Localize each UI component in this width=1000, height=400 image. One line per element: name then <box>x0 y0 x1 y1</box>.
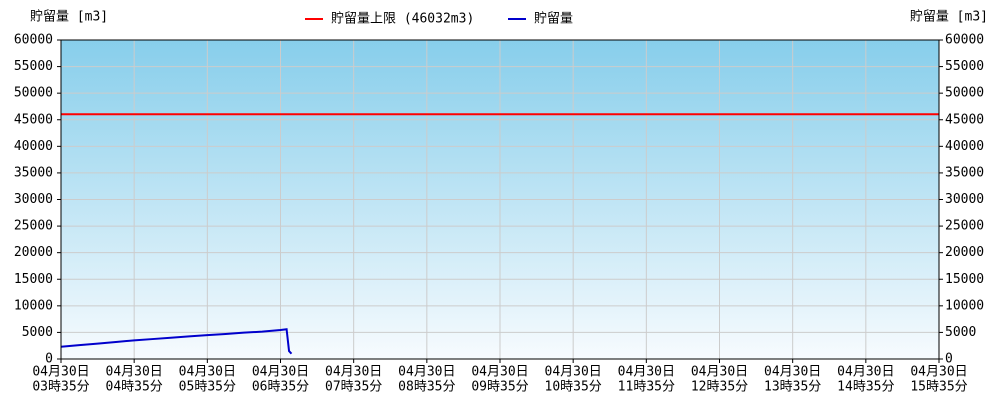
x-tick-label: 14時35分 <box>837 380 894 395</box>
y2-tick-label: 40000 <box>945 139 984 154</box>
x-tick-label: 04月30日 <box>691 365 748 380</box>
x-tick-label: 04月30日 <box>837 365 894 380</box>
y2-tick-label: 60000 <box>945 33 984 48</box>
x-tick-label: 12時35分 <box>691 380 748 395</box>
y2-tick-label: 15000 <box>945 272 984 287</box>
y-tick-label: 10000 <box>14 298 53 313</box>
x-tick-label: 04月30日 <box>106 365 163 380</box>
x-tick-label: 04月30日 <box>179 365 236 380</box>
plot-border <box>60 39 940 360</box>
x-tick-label: 04月30日 <box>471 365 528 380</box>
y-axis-title: 貯留量 [m3] <box>30 10 108 25</box>
y2-tick-label: 30000 <box>945 192 984 207</box>
x-tick-label: 09時35分 <box>471 380 528 395</box>
y-tick-label: 50000 <box>14 86 53 101</box>
y2-axis-title: 貯留量 [m3] <box>910 10 988 25</box>
y-tick-label: 5000 <box>22 325 53 340</box>
x-tick-label: 15時35分 <box>910 380 967 395</box>
y2-tick-label: 5000 <box>945 325 976 340</box>
x-tick-label: 11時35分 <box>618 380 675 395</box>
y2-tick-label: 20000 <box>945 245 984 260</box>
x-tick-label: 04月30日 <box>764 365 821 380</box>
x-tick-label: 04月30日 <box>252 365 309 380</box>
x-tick-label: 04月30日 <box>618 365 675 380</box>
x-tick-label: 03時35分 <box>32 380 89 395</box>
y-tick-label: 40000 <box>14 139 53 154</box>
x-tick-label: 13時35分 <box>764 380 821 395</box>
x-tick-label: 04月30日 <box>398 365 455 380</box>
x-tick-label: 06時35分 <box>252 380 309 395</box>
x-tick-label: 04月30日 <box>910 365 967 380</box>
y2-tick-label: 50000 <box>945 86 984 101</box>
y2-tick-label: 25000 <box>945 219 984 234</box>
y-tick-label: 30000 <box>14 192 53 207</box>
legend-label: 貯留量 <box>534 12 573 27</box>
y-tick-label: 25000 <box>14 219 53 234</box>
y2-tick-label: 55000 <box>945 59 984 74</box>
y-tick-label: 45000 <box>14 112 53 127</box>
y-tick-label: 0 <box>45 352 53 367</box>
y-tick-label: 60000 <box>14 33 53 48</box>
x-tick-label: 04時35分 <box>106 380 163 395</box>
y2-tick-label: 35000 <box>945 165 984 180</box>
x-tick-label: 05時35分 <box>179 380 236 395</box>
legend-label: 貯留量上限 (46032m3) <box>331 12 474 27</box>
x-tick-label: 10時35分 <box>545 380 602 395</box>
x-tick-label: 07時35分 <box>325 380 382 395</box>
y2-tick-label: 45000 <box>945 112 984 127</box>
x-tick-label: 04月30日 <box>325 365 382 380</box>
y2-tick-label: 0 <box>945 352 953 367</box>
x-tick-label: 08時35分 <box>398 380 455 395</box>
y2-tick-label: 10000 <box>945 298 984 313</box>
y-tick-label: 55000 <box>14 59 53 74</box>
x-tick-label: 04月30日 <box>545 365 602 380</box>
y-tick-label: 15000 <box>14 272 53 287</box>
y-tick-label: 35000 <box>14 165 53 180</box>
data-line <box>60 328 293 355</box>
y-tick-label: 20000 <box>14 245 53 260</box>
x-tick-label: 04月30日 <box>32 365 89 380</box>
